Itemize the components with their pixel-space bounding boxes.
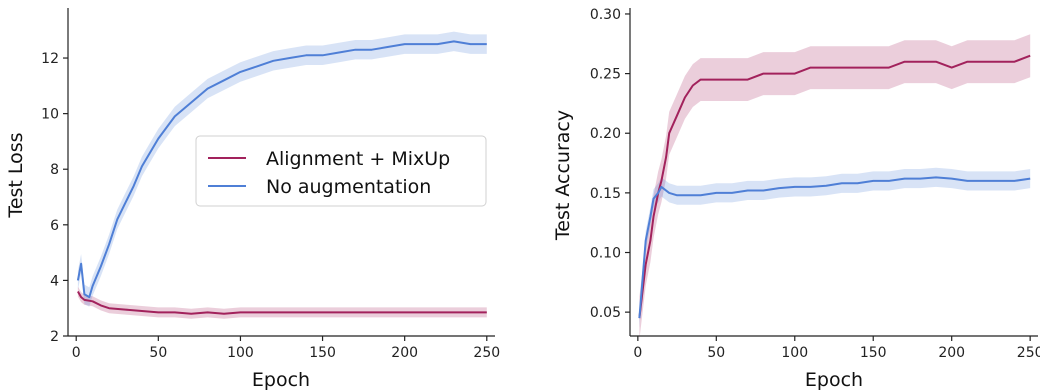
loss-bands (77, 31, 487, 319)
accuracy-y-tick-label: 0.10 (590, 246, 621, 262)
test-accuracy-chart: 0 50 100 150 200 2500.050.100.150.200.250.30 … (552, 7, 1040, 391)
loss-x-tick-label: 150 (309, 345, 336, 361)
accuracy-y-tick-label: 0.15 (590, 186, 621, 202)
accuracy-x-tick-label: 0 (633, 345, 642, 361)
accuracy-x-tick-label: 50 (707, 345, 725, 361)
accuracy-y-tick-label: 0.25 (590, 67, 621, 83)
accuracy-y-tick-label: 0.30 (590, 7, 621, 23)
loss-x-tick-label: 0 (72, 345, 81, 361)
accuracy-x-tick-label: 200 (938, 345, 965, 361)
accuracy-line-no-augmentation (638, 176, 1031, 319)
loss-line-alignment-mixup (77, 291, 487, 315)
loss-band-alignment-mixup (77, 286, 487, 319)
accuracy-y-tick-label: 0.05 (590, 305, 621, 321)
legend-label-no-augmentation: No augmentation (266, 176, 431, 198)
accuracy-lines (638, 54, 1031, 319)
accuracy-y-axis-title: Test Accuracy (552, 110, 574, 241)
accuracy-line-alignment-mixup (638, 54, 1031, 319)
accuracy-bands (639, 34, 1031, 340)
loss-x-tick-label: 50 (149, 345, 167, 361)
accuracy-x-tick-label: 150 (860, 345, 887, 361)
loss-line-no-augmentation (76, 40, 487, 299)
test-loss-chart: 0 50 100 150 200 250 2 4 6 8 10 12 Alignment + MixU… (5, 8, 500, 391)
loss-axes: 0 50 100 150 200 250 2 4 6 8 10 12 (41, 8, 500, 361)
loss-x-axis-title: Epoch (252, 369, 310, 391)
loss-x-tick-label: 200 (391, 345, 418, 361)
accuracy-band-alignment-mixup (639, 34, 1031, 340)
accuracy-band-no-augmentation (639, 167, 1031, 328)
loss-y-tick-label: 10 (41, 107, 59, 123)
loss-y-tick-label: 2 (50, 329, 59, 345)
loss-y-tick-label: 4 (50, 273, 59, 289)
legend-box (195, 135, 487, 207)
accuracy-x-tick-label: 100 (781, 345, 808, 361)
accuracy-x-tick-label: 250 (1017, 345, 1040, 361)
loss-x-tick-label: 100 (227, 345, 254, 361)
loss-y-axis-title: Test Loss (5, 132, 27, 218)
loss-x-tick-label: 250 (473, 345, 500, 361)
loss-y-tick-label: 8 (50, 162, 59, 178)
loss-lines (76, 40, 487, 315)
loss-y-tick-label: 12 (41, 51, 59, 67)
accuracy-x-axis-title: Epoch (805, 369, 863, 391)
legend-label-alignment-mixup: Alignment + MixUp (266, 148, 450, 170)
legend: Alignment + MixUp No augmentation (195, 135, 487, 207)
accuracy-y-tick-label: 0.20 (590, 126, 621, 142)
accuracy-axes: 0 50 100 150 200 250 0.05 0.10 0.15 0.20 0.25 0.30 (590, 7, 1040, 361)
loss-y-tick-label: 6 (50, 218, 59, 234)
